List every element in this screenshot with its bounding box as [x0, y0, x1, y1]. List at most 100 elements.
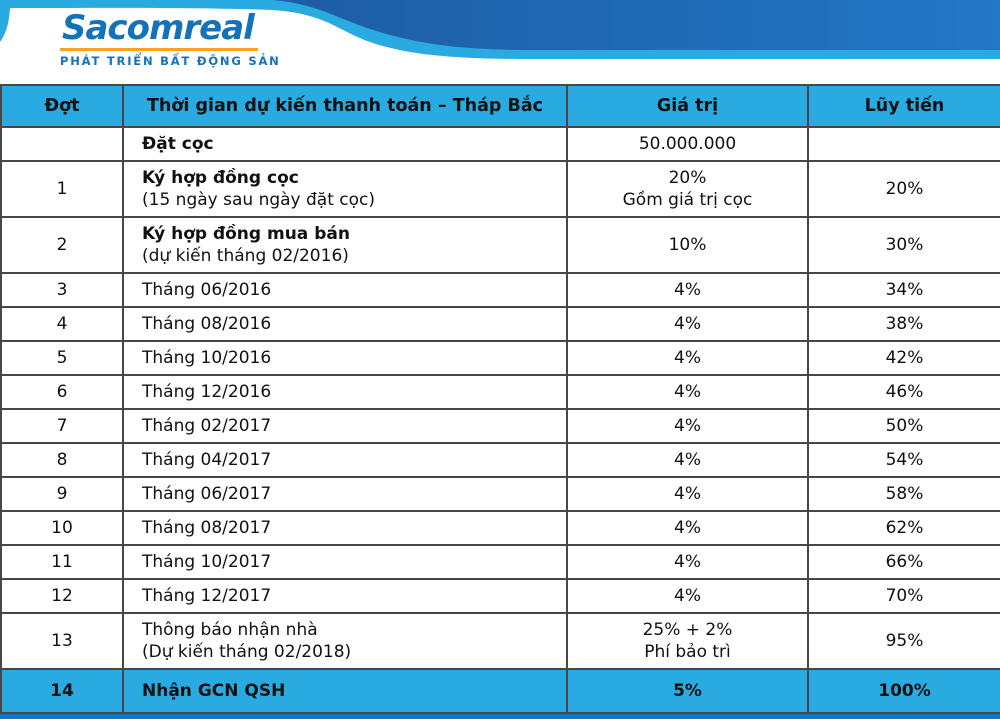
stage-cell: 5	[0, 340, 124, 376]
value-cell: 4%	[566, 306, 809, 342]
time-label: Tháng 02/2017	[142, 416, 272, 436]
time-cell: Tháng 08/2016	[122, 306, 568, 342]
value-cell: 4%	[566, 442, 809, 478]
cumulative-cell: 70%	[807, 578, 1000, 614]
value-label: 5%	[673, 681, 702, 701]
time-label: Ký hợp đồng cọc	[142, 168, 299, 188]
time-cell: Tháng 06/2016	[122, 272, 568, 308]
stage-cell: 7	[0, 408, 124, 444]
value-note: Phí bảo trì	[644, 642, 731, 662]
time-label: Tháng 04/2017	[142, 450, 272, 470]
table-row: 2 Ký hợp đồng mua bán (dự kiến tháng 02/20…	[0, 216, 1000, 274]
stage-cell: 11	[0, 544, 124, 580]
time-label: Đặt cọc	[142, 134, 214, 154]
table-row: 12 Tháng 12/2017 4% 70%	[0, 578, 1000, 614]
time-label: Nhận GCN QSH	[142, 681, 286, 701]
value-label: 10%	[668, 235, 707, 255]
value-label: 4%	[674, 280, 701, 300]
header-stage: Đợt	[0, 84, 124, 128]
time-label: Tháng 06/2016	[142, 280, 272, 300]
time-cell: Tháng 02/2017	[122, 408, 568, 444]
value-cell: 4%	[566, 408, 809, 444]
table-row: 14 Nhận GCN QSH 5% 100%	[0, 668, 1000, 714]
time-note: (15 ngày sau ngày đặt cọc)	[142, 190, 376, 210]
table-body: Đặt cọc 50.000.000 1 Ký hợp đồng cọc (15 ngà…	[0, 126, 1000, 714]
value-label: 4%	[674, 552, 701, 572]
value-cell: 4%	[566, 272, 809, 308]
time-cell: Thông báo nhận nhà (Dự kiến tháng 02/2018…	[122, 612, 568, 670]
cumulative-cell: 62%	[807, 510, 1000, 546]
time-label: Ký hợp đồng mua bán	[142, 224, 350, 244]
value-label: 4%	[674, 382, 701, 402]
table-row: 11 Tháng 10/2017 4% 66%	[0, 544, 1000, 580]
table-row: 5 Tháng 10/2016 4% 42%	[0, 340, 1000, 376]
value-cell: 4%	[566, 544, 809, 580]
time-label: Tháng 12/2017	[142, 586, 272, 606]
time-note: (dự kiến tháng 02/2016)	[142, 246, 349, 266]
brand-name: Sacomreal	[60, 10, 258, 51]
time-label: Thông báo nhận nhà	[142, 620, 318, 640]
stage-cell: 9	[0, 476, 124, 512]
value-label: 4%	[674, 314, 701, 334]
value-label: 4%	[674, 416, 701, 436]
time-cell: Nhận GCN QSH	[122, 668, 568, 714]
value-cell: 50.000.000	[566, 126, 809, 162]
table-header: Đợt Thời gian dự kiến thanh toán – Tháp …	[0, 84, 1000, 128]
time-label: Tháng 10/2017	[142, 552, 272, 572]
cumulative-cell	[807, 126, 1000, 162]
brand-tagline: PHÁT TRIỂN BẤT ĐỘNG SẢN	[60, 53, 281, 68]
table-row: 7 Tháng 02/2017 4% 50%	[0, 408, 1000, 444]
time-cell: Tháng 06/2017	[122, 476, 568, 512]
time-label: Tháng 08/2017	[142, 518, 272, 538]
table-row: 6 Tháng 12/2016 4% 46%	[0, 374, 1000, 410]
time-cell: Tháng 10/2016	[122, 340, 568, 376]
time-label: Tháng 08/2016	[142, 314, 272, 334]
header-value: Giá trị	[566, 84, 809, 128]
time-note: (Dự kiến tháng 02/2018)	[142, 642, 352, 662]
value-cell: 4%	[566, 340, 809, 376]
header-time: Thời gian dự kiến thanh toán – Tháp Bắc	[122, 84, 568, 128]
table-row: 13 Thông báo nhận nhà (Dự kiến tháng 02/20…	[0, 612, 1000, 670]
value-cell: 4%	[566, 510, 809, 546]
value-label: 4%	[674, 450, 701, 470]
value-label: 4%	[674, 518, 701, 538]
header-wave	[0, 0, 1000, 59]
value-cell: 4%	[566, 476, 809, 512]
table-row: 9 Tháng 06/2017 4% 58%	[0, 476, 1000, 512]
value-cell: 4%	[566, 578, 809, 614]
value-label: 4%	[674, 586, 701, 606]
stage-cell: 8	[0, 442, 124, 478]
value-cell: 4%	[566, 374, 809, 410]
stage-cell: 3	[0, 272, 124, 308]
header-cumulative: Lũy tiến	[807, 84, 1000, 128]
time-label: Tháng 06/2017	[142, 484, 272, 504]
stage-cell: 14	[0, 668, 124, 714]
cumulative-cell: 95%	[807, 612, 1000, 670]
cumulative-cell: 54%	[807, 442, 1000, 478]
header-row: Đợt Thời gian dự kiến thanh toán – Tháp …	[0, 84, 1000, 128]
table-row: 3 Tháng 06/2016 4% 34%	[0, 272, 1000, 308]
time-cell: Tháng 12/2016	[122, 374, 568, 410]
value-cell: 20% Gồm giá trị cọc	[566, 160, 809, 218]
time-cell: Đặt cọc	[122, 126, 568, 162]
table-row: 10 Tháng 08/2017 4% 62%	[0, 510, 1000, 546]
header-banner: Sacomreal PHÁT TRIỂN BẤT ĐỘNG SẢN	[0, 0, 1000, 84]
value-cell: 25% + 2% Phí bảo trì	[566, 612, 809, 670]
value-label: 4%	[674, 484, 701, 504]
stage-cell	[0, 126, 124, 162]
stage-cell: 10	[0, 510, 124, 546]
stage-cell: 2	[0, 216, 124, 274]
value-label: 20%	[668, 168, 707, 188]
time-label: Tháng 10/2016	[142, 348, 272, 368]
cumulative-cell: 34%	[807, 272, 1000, 308]
time-cell: Ký hợp đồng mua bán (dự kiến tháng 02/201…	[122, 216, 568, 274]
brand-logo: Sacomreal PHÁT TRIỂN BẤT ĐỘNG SẢN	[60, 10, 281, 68]
cumulative-cell: 66%	[807, 544, 1000, 580]
time-cell: Ký hợp đồng cọc (15 ngày sau ngày đặt cọc…	[122, 160, 568, 218]
cumulative-cell: 100%	[807, 668, 1000, 714]
stage-cell: 4	[0, 306, 124, 342]
stage-cell: 13	[0, 612, 124, 670]
time-label: Tháng 12/2016	[142, 382, 272, 402]
table-row: 4 Tháng 08/2016 4% 38%	[0, 306, 1000, 342]
value-note: Gồm giá trị cọc	[622, 190, 753, 210]
